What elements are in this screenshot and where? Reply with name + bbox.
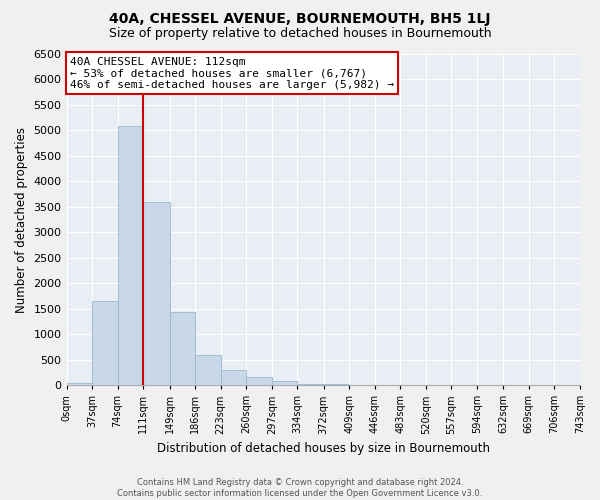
Text: Contains HM Land Registry data © Crown copyright and database right 2024.
Contai: Contains HM Land Registry data © Crown c… [118, 478, 482, 498]
Bar [92, 301, 118, 385]
Bar [195, 355, 221, 385]
Bar [246, 378, 272, 385]
Y-axis label: Number of detached properties: Number of detached properties [15, 126, 28, 312]
Bar [67, 382, 92, 385]
Bar [118, 126, 143, 385]
Bar [323, 384, 349, 385]
Text: 40A, CHESSEL AVENUE, BOURNEMOUTH, BH5 1LJ: 40A, CHESSEL AVENUE, BOURNEMOUTH, BH5 1L… [109, 12, 491, 26]
Text: Size of property relative to detached houses in Bournemouth: Size of property relative to detached ho… [109, 28, 491, 40]
Text: 40A CHESSEL AVENUE: 112sqm
← 53% of detached houses are smaller (6,767)
46% of s: 40A CHESSEL AVENUE: 112sqm ← 53% of deta… [70, 56, 394, 90]
Bar [221, 370, 246, 385]
Bar [272, 381, 298, 385]
Bar [298, 384, 323, 385]
Bar [349, 384, 375, 385]
Bar [170, 312, 195, 385]
Bar [143, 202, 170, 385]
X-axis label: Distribution of detached houses by size in Bournemouth: Distribution of detached houses by size … [157, 442, 490, 455]
